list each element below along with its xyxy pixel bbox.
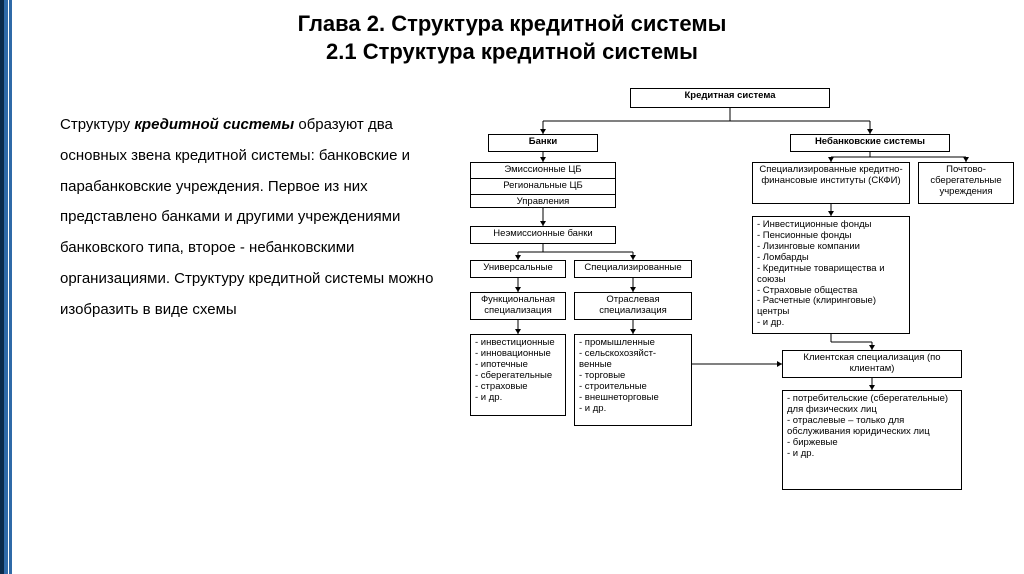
page: Глава 2. Структура кредитной системы 2.1… bbox=[0, 0, 1024, 574]
node-banks: Банки bbox=[488, 134, 598, 152]
para-lead-plain: Структуру bbox=[60, 116, 134, 133]
title-line-1: Глава 2. Структура кредитной системы bbox=[0, 10, 1024, 38]
page-title: Глава 2. Структура кредитной системы 2.1… bbox=[0, 10, 1024, 65]
node-root: Кредитная система bbox=[630, 88, 830, 108]
node-cbstack: Эмиссионные ЦБРегиональные ЦБУправления bbox=[470, 162, 616, 208]
node-funclst: - инвестиционные - инновационные - ипоте… bbox=[470, 334, 566, 416]
node-univ: Универсальные bbox=[470, 260, 566, 278]
node-skflst: - Инвестиционные фонды - Пенсионные фонд… bbox=[752, 216, 910, 334]
node-otrasl: Отраслевая специализация bbox=[574, 292, 692, 320]
node-noniss: Неэмиссионные банки bbox=[470, 226, 616, 244]
node-skfi: Специализированные кредитно-финансовые и… bbox=[752, 162, 910, 204]
para-lead-italic: кредитной системы bbox=[134, 116, 294, 133]
node-cllst: - потребительские (сберегательные) для ф… bbox=[782, 390, 962, 490]
node-otrlst: - промышленные - сельскохозяйст-венные -… bbox=[574, 334, 692, 426]
node-spec: Специализированные bbox=[574, 260, 692, 278]
side-stripe bbox=[0, 0, 12, 574]
node-post: Почтово-сберегательные учреждения bbox=[918, 162, 1014, 204]
credit-system-diagram: Кредитная система Банки Небанковские систе… bbox=[470, 88, 1018, 568]
title-line-2: 2.1 Структура кредитной системы bbox=[0, 38, 1024, 66]
diagram-connectors bbox=[470, 88, 1018, 568]
node-client: Клиентская специализация (по клиентам) bbox=[782, 350, 962, 378]
node-func: Функциональная специализация bbox=[470, 292, 566, 320]
node-nonbank: Небанковские системы bbox=[790, 134, 950, 152]
intro-paragraph: Структуру кредитной системы образуют два… bbox=[60, 110, 460, 325]
para-rest: образуют два основных звена кредитной си… bbox=[60, 116, 433, 318]
